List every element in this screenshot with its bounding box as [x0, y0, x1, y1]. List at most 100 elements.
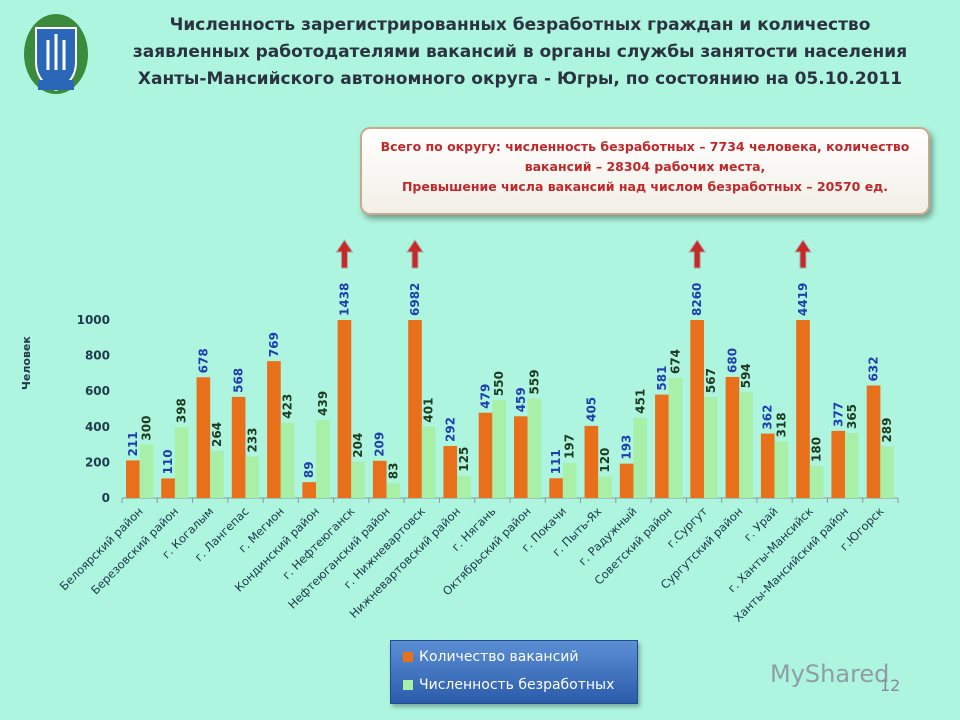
bar-vacancies	[725, 376, 740, 498]
bar-vacancies	[514, 416, 528, 498]
data-label: 567	[704, 368, 718, 393]
data-label: 180	[810, 437, 824, 462]
data-label: 83	[386, 463, 400, 480]
bar-vacancies	[866, 385, 881, 498]
data-label: 318	[774, 412, 788, 437]
data-label: 211	[126, 431, 140, 456]
summary-line-3: Превышение числа вакансий над числом без…	[401, 179, 889, 194]
bar-unemployed	[351, 461, 365, 498]
bar-vacancies	[408, 320, 422, 498]
bar-unemployed	[139, 444, 154, 498]
bar-unemployed	[880, 446, 894, 498]
data-label: 120	[598, 448, 612, 473]
y-tick-label: 800	[85, 349, 110, 363]
data-label: 459	[514, 387, 528, 412]
data-label: 423	[281, 394, 295, 419]
data-label: 398	[175, 398, 189, 423]
bar-vacancies	[619, 463, 634, 498]
data-label: 8260	[690, 283, 704, 316]
data-label: 233	[245, 427, 259, 452]
bar-unemployed	[598, 476, 612, 498]
bar-vacancies	[690, 320, 704, 498]
title-line-2: заявленных работодателями вакансий в орг…	[132, 42, 908, 62]
bar-vacancies	[372, 460, 387, 498]
data-label: 289	[880, 417, 894, 442]
bar-vacancies	[478, 412, 493, 498]
data-label: 581	[655, 366, 669, 391]
bar-unemployed	[492, 400, 506, 498]
bar-vacancies	[231, 396, 246, 498]
overflow-arrow-icon	[406, 239, 424, 269]
legend-label: Численность безработных	[419, 677, 615, 693]
data-label: 550	[492, 371, 506, 396]
bar-vacancies	[584, 425, 599, 498]
bar-vacancies	[655, 394, 669, 498]
bar-unemployed	[421, 426, 436, 498]
bar-unemployed	[774, 441, 789, 498]
data-label: 568	[232, 368, 246, 393]
data-label: 678	[196, 348, 210, 373]
bar-vacancies	[267, 361, 281, 498]
data-label: 204	[351, 433, 365, 458]
data-label: 479	[479, 384, 493, 409]
data-label: 4419	[796, 283, 810, 316]
overflow-arrow-icon	[794, 239, 812, 269]
data-label: 6982	[408, 283, 422, 316]
data-label: 264	[210, 422, 224, 447]
data-label: 674	[669, 349, 683, 374]
bar-vacancies	[302, 482, 316, 498]
title-line-3: Ханты-Мансийского автономного округа - Ю…	[137, 69, 903, 89]
data-label: 1438	[337, 283, 351, 316]
y-tick-label: 0	[102, 491, 110, 505]
y-tick-label: 400	[85, 420, 110, 434]
bar-unemployed	[457, 475, 471, 498]
bar-unemployed	[316, 419, 330, 498]
legend-item-unemployed: Численность безработных	[403, 677, 614, 693]
legend-label: Количество вакансий	[419, 649, 579, 665]
bar-vacancies	[549, 478, 563, 498]
legend-swatch	[403, 652, 413, 662]
bar-vacancies	[443, 446, 458, 498]
data-label: 125	[457, 447, 471, 472]
summary-box: Всего по округу: численность безработных…	[360, 127, 930, 215]
page-number: 12	[880, 676, 901, 695]
bar-unemployed	[633, 417, 648, 498]
data-label: 769	[267, 332, 281, 357]
y-tick-label: 600	[85, 384, 110, 398]
data-label: 632	[867, 356, 881, 381]
bar-vacancies	[126, 460, 140, 498]
summary-line-2: вакансий – 28304 рабочих места,	[524, 159, 766, 174]
bar-vacancies	[161, 478, 175, 498]
bar-unemployed	[668, 378, 683, 498]
title-line-1: Численность зарегистрированных безработн…	[169, 15, 871, 35]
chart-legend: Количество вакансий Численность безработ…	[390, 640, 638, 704]
bar-unemployed	[386, 483, 401, 498]
data-label: 197	[563, 434, 577, 459]
watermark: MyShared	[770, 660, 890, 688]
legend-swatch	[403, 680, 413, 690]
bar-unemployed	[527, 398, 542, 498]
overflow-arrow-icon	[688, 239, 707, 269]
bar-vacancies	[831, 430, 846, 498]
data-label: 193	[620, 435, 634, 460]
bar-vacancies	[337, 320, 352, 498]
data-label: 451	[633, 389, 647, 414]
bar-unemployed	[845, 433, 859, 498]
summary-line-1: Всего по округу: численность безработных…	[380, 139, 910, 154]
bar-unemployed	[245, 456, 260, 498]
bar-vacancies	[760, 433, 775, 498]
data-label: 594	[739, 363, 753, 388]
data-label: 110	[161, 449, 175, 474]
bar-vacancies	[796, 320, 810, 498]
overflow-arrow-icon	[335, 239, 354, 269]
data-label: 377	[831, 402, 845, 427]
bar-unemployed	[704, 397, 718, 498]
data-label: 680	[725, 348, 739, 373]
data-label: 89	[302, 461, 316, 478]
bar-unemployed	[280, 422, 295, 498]
coat-of-arms-emblem	[24, 14, 88, 94]
bar-vacancies	[196, 377, 211, 498]
data-label: 559	[527, 369, 541, 394]
y-tick-label: 1000	[77, 313, 110, 327]
